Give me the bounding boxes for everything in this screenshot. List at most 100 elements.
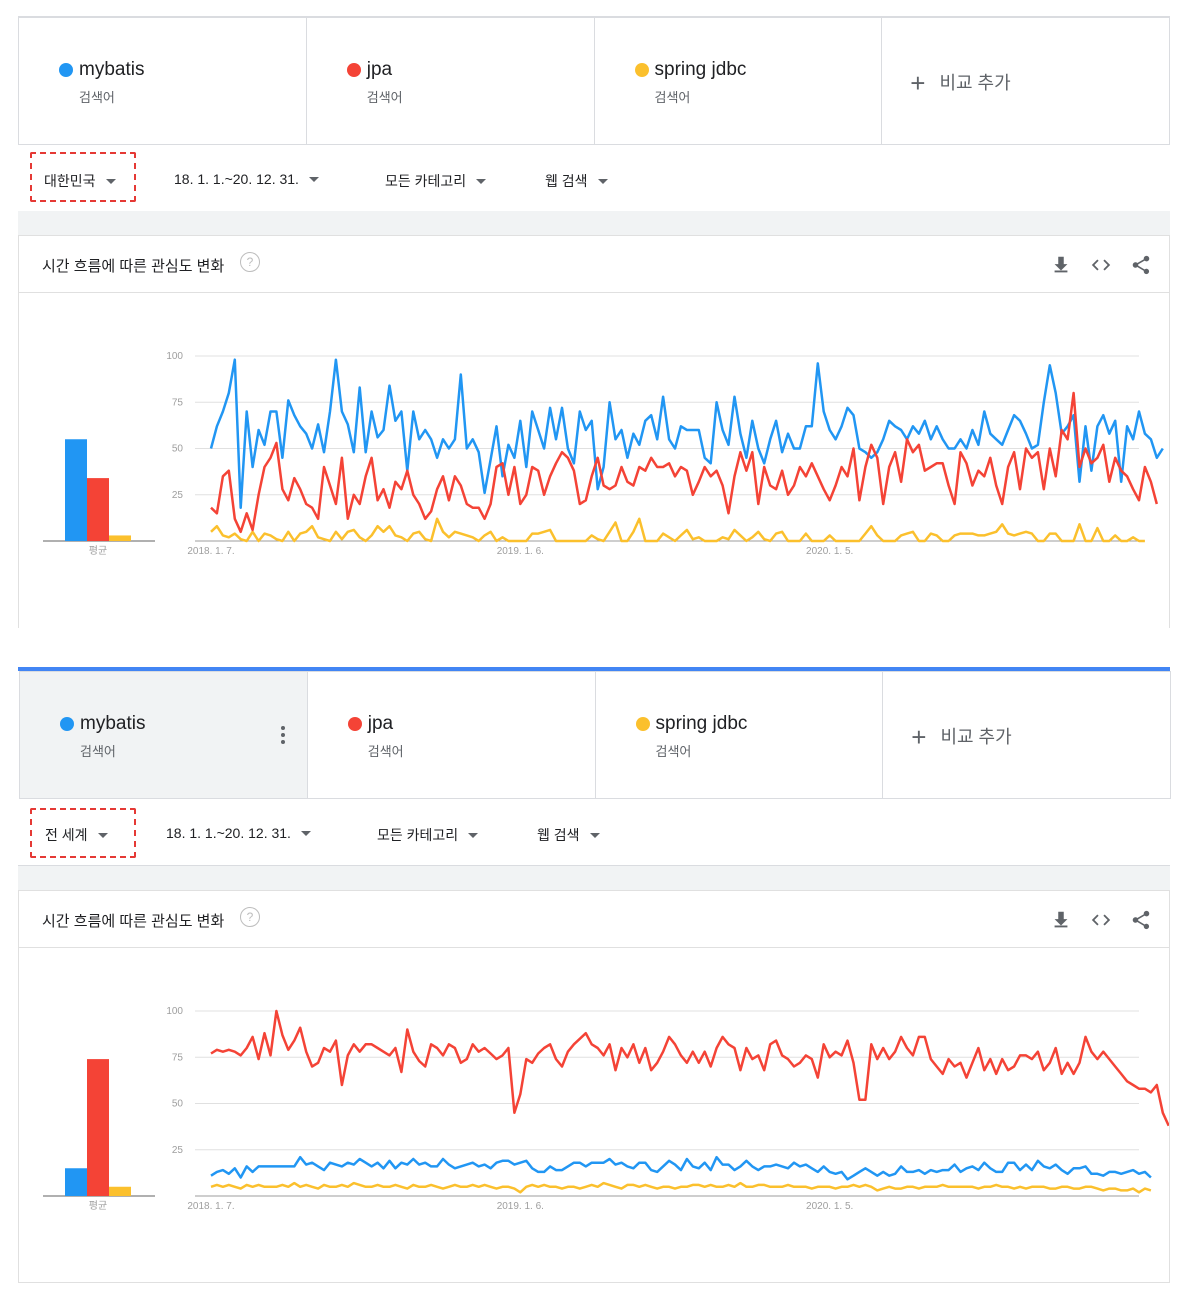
- y-tick-label: 50: [172, 444, 184, 455]
- y-tick-label: 75: [172, 1052, 184, 1063]
- series-line-jpa: [210, 391, 1159, 534]
- search-type-filter[interactable]: 웹 검색: [537, 825, 600, 845]
- y-tick-label: 25: [172, 490, 184, 501]
- plus-icon: +: [910, 68, 926, 98]
- filter-bar: 전 세계 18. 1. 1.~20. 12. 31. 모든 카테고리 웹 검색: [18, 799, 1170, 866]
- download-icon[interactable]: [1050, 909, 1072, 931]
- region-filter[interactable]: 대한민국: [44, 171, 116, 191]
- jpa-color-dot: [347, 717, 362, 731]
- card-title: 시간 흐름에 따른 관심도 변화: [42, 913, 225, 930]
- chevron-down-icon: [300, 831, 311, 836]
- chevron-down-icon: [105, 179, 116, 184]
- term-name: mybatis: [79, 59, 145, 80]
- spring-jdbc-color-dot: [634, 63, 649, 77]
- average-bar-jpa: [87, 1059, 109, 1196]
- term-name: spring jdbc: [654, 59, 747, 80]
- term-mybatis[interactable]: mybatis 검색어: [20, 672, 308, 798]
- y-tick-label: 100: [166, 1006, 183, 1017]
- x-tick-label: 2019. 1. 6.: [497, 1201, 544, 1212]
- chevron-down-icon: [476, 179, 487, 184]
- add-comparison: + 비교 추가: [910, 68, 1010, 99]
- add-comparison-label: 비교 추가: [940, 727, 1012, 747]
- term-name: spring jdbc: [655, 713, 748, 734]
- y-tick-label: 25: [172, 1145, 184, 1156]
- search-type-value: 웹 검색: [537, 827, 580, 843]
- card-header: 시간 흐름에 따른 관심도 변화 ?: [19, 236, 1169, 293]
- chevron-down-icon: [97, 833, 108, 838]
- region-value: 전 세계: [45, 827, 88, 843]
- mybatis-color-dot: [59, 63, 73, 77]
- y-tick-label: 50: [172, 1099, 184, 1110]
- help-icon[interactable]: ?: [240, 252, 260, 272]
- average-bar-spring-jdbc: [109, 535, 131, 541]
- category-filter[interactable]: 모든 카테고리: [385, 171, 487, 191]
- term-type: 검색어: [654, 90, 691, 105]
- y-tick-label: 100: [166, 351, 183, 362]
- average-bar-mybatis: [65, 1168, 87, 1196]
- term-bar: mybatis 검색어 jpa 검색어 spring jdbc 검색어 + 비교 …: [19, 671, 1171, 799]
- term-jpa[interactable]: jpa 검색어: [307, 18, 595, 144]
- spring-jdbc-color-dot: [635, 717, 650, 731]
- term-type: 검색어: [79, 90, 115, 105]
- interest-chart: 25 50 75 100 2018. 1. 7. 2019. 1. 6. 2020. 1. …: [43, 1006, 1169, 1212]
- term-type: 검색어: [655, 744, 692, 759]
- share-icon[interactable]: [1130, 254, 1152, 276]
- category-filter[interactable]: 모든 카테고리: [377, 825, 479, 845]
- average-label: 평균: [89, 1200, 107, 1212]
- series-line-mybatis: [209, 358, 1164, 509]
- embed-code-icon[interactable]: [1090, 909, 1112, 931]
- period-filter[interactable]: 18. 1. 1.~20. 12. 31.: [166, 825, 311, 841]
- term-type: 검색어: [367, 744, 404, 759]
- interest-over-time-card: 시간 흐름에 따른 관심도 변화 ? 25 50 75 100 2018. 1. 7. 2…: [18, 890, 1170, 1283]
- term-type: 검색어: [366, 90, 403, 105]
- term-jpa[interactable]: jpa 검색어: [308, 672, 596, 798]
- chevron-down-icon: [589, 833, 600, 838]
- period-value: 18. 1. 1.~20. 12. 31.: [174, 171, 299, 187]
- jpa-color-dot: [346, 63, 361, 77]
- mybatis-color-dot: [60, 717, 74, 731]
- share-icon[interactable]: [1130, 909, 1152, 931]
- x-tick-label: 2020. 1. 5.: [806, 1201, 853, 1212]
- add-comparison-button[interactable]: + 비교 추가: [882, 18, 1169, 144]
- x-tick-label: 2019. 1. 6.: [497, 546, 544, 557]
- term-type: 검색어: [80, 744, 116, 759]
- active-panel-indicator: [18, 667, 1170, 671]
- term-bar: mybatis 검색어 jpa 검색어 spring jdbc 검색어 + 비교 …: [18, 17, 1170, 145]
- top-divider: [18, 16, 1170, 17]
- series-line-spring-jdbc: [210, 517, 1145, 543]
- x-tick-label: 2020. 1. 5.: [806, 546, 853, 557]
- add-comparison-button[interactable]: + 비교 추가: [883, 672, 1170, 798]
- period-value: 18. 1. 1.~20. 12. 31.: [166, 825, 291, 841]
- average-label: 평균: [89, 545, 107, 557]
- x-tick-label: 2018. 1. 7.: [187, 546, 234, 557]
- period-filter[interactable]: 18. 1. 1.~20. 12. 31.: [174, 171, 319, 187]
- average-bar-mybatis: [65, 439, 87, 541]
- card-separator: [18, 866, 1170, 890]
- term-spring-jdbc[interactable]: spring jdbc 검색어: [596, 672, 884, 798]
- term-name: mybatis: [80, 713, 146, 734]
- chevron-down-icon: [308, 177, 319, 182]
- category-value: 모든 카테고리: [377, 827, 459, 843]
- region-highlight-box: [30, 152, 136, 202]
- more-options-icon[interactable]: [280, 726, 285, 747]
- plus-icon: +: [911, 722, 927, 752]
- term-spring-jdbc[interactable]: spring jdbc 검색어: [595, 18, 883, 144]
- category-value: 모든 카테고리: [385, 173, 467, 189]
- filter-bar: 대한민국 18. 1. 1.~20. 12. 31. 모든 카테고리 웹 검색: [18, 145, 1170, 212]
- card-header: 시간 흐름에 따른 관심도 변화 ?: [19, 891, 1169, 948]
- search-type-filter[interactable]: 웹 검색: [545, 171, 608, 191]
- card-separator: [18, 211, 1170, 235]
- card-title: 시간 흐름에 따른 관심도 변화: [42, 258, 225, 275]
- series-line-mybatis: [210, 1155, 1152, 1181]
- region-filter[interactable]: 전 세계: [45, 825, 108, 845]
- download-icon[interactable]: [1050, 254, 1072, 276]
- region-value: 대한민국: [44, 173, 96, 189]
- add-comparison-label: 비교 추가: [939, 73, 1011, 93]
- x-tick-label: 2018. 1. 7.: [187, 1201, 234, 1212]
- help-icon[interactable]: ?: [240, 907, 260, 927]
- search-type-value: 웹 검색: [545, 173, 588, 189]
- embed-code-icon[interactable]: [1090, 254, 1112, 276]
- term-mybatis[interactable]: mybatis 검색어: [19, 18, 307, 144]
- chevron-down-icon: [597, 179, 608, 184]
- interest-over-time-card: 시간 흐름에 따른 관심도 변화 ? 25 50 75 100 2018. 1. 7. 2…: [18, 235, 1170, 628]
